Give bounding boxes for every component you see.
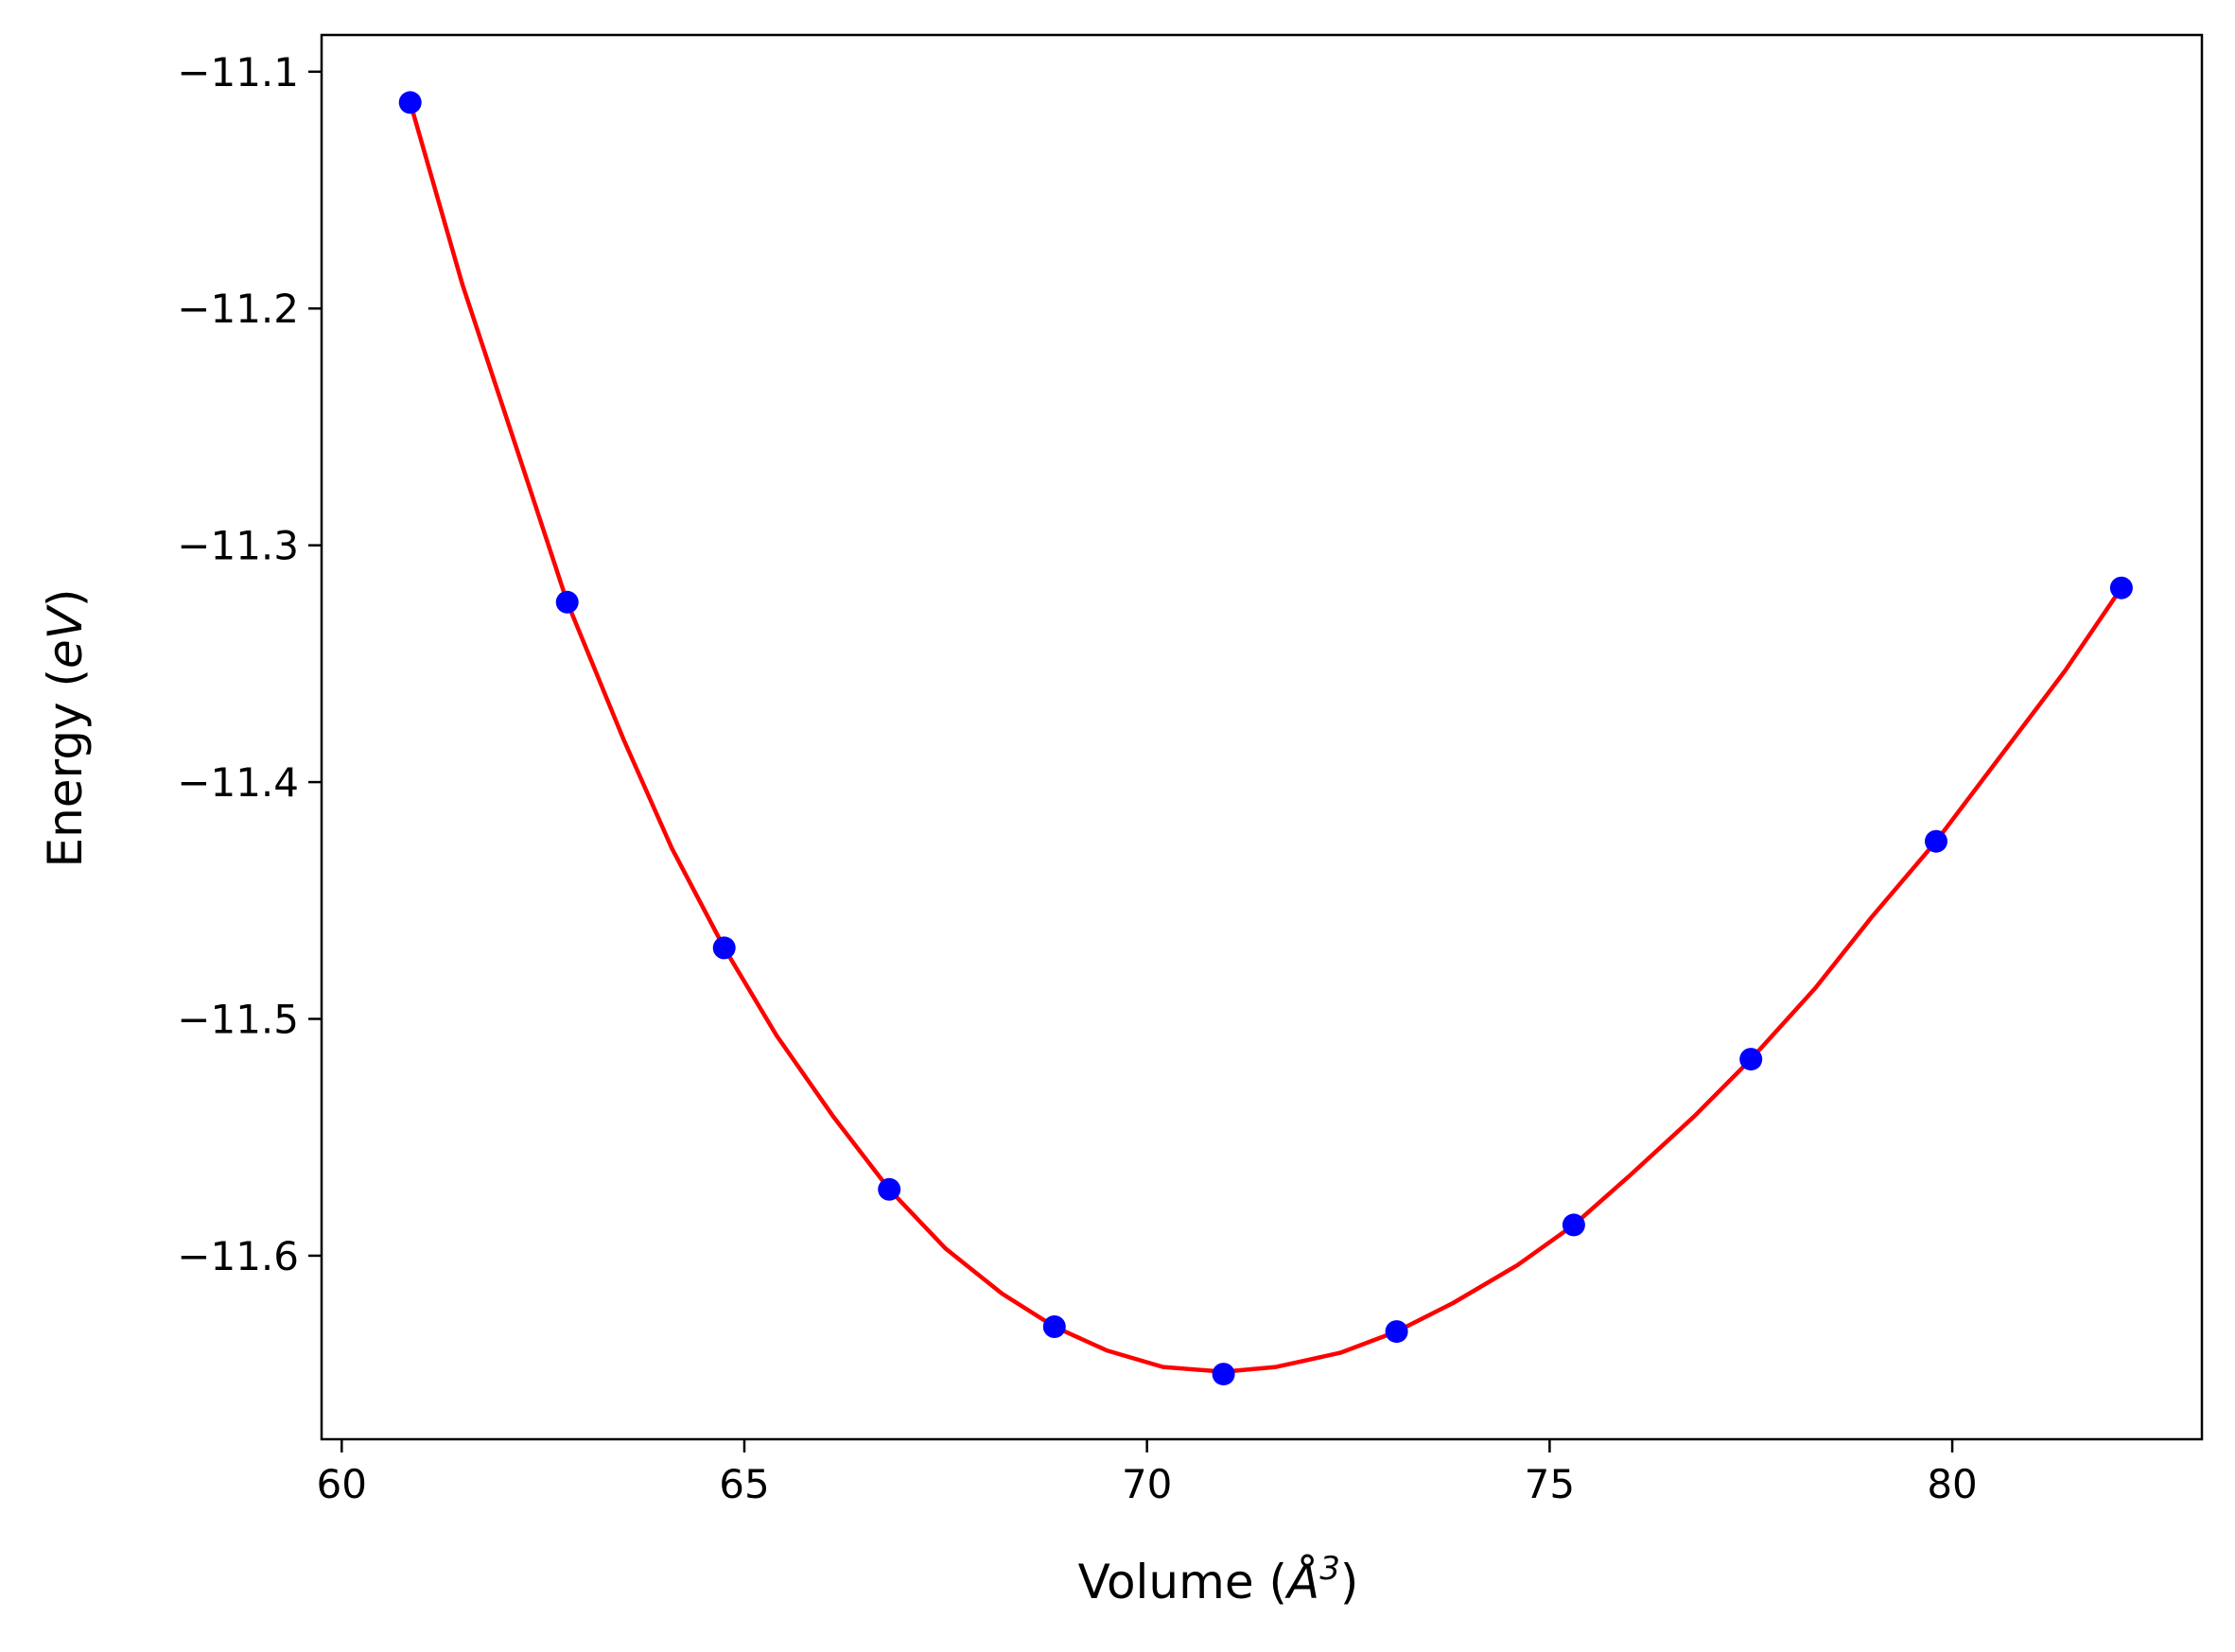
y-tick-label: −11.2	[177, 286, 299, 332]
y-tick-label: −11.4	[177, 759, 299, 806]
data-point	[1925, 829, 1947, 853]
data-point	[1562, 1213, 1585, 1237]
x-axis-title-prefix: Volume (	[1078, 1555, 1287, 1609]
y-axis-title-prefix: Energy (	[38, 669, 93, 867]
x-tick-label: 70	[1122, 1461, 1172, 1507]
data-point	[555, 590, 579, 614]
x-axis: 60 65 70 75 80	[317, 1439, 1978, 1507]
y-tick-label: −11.3	[177, 523, 299, 569]
x-axis-title-unit: Å	[1284, 1555, 1319, 1609]
axes-frame	[320, 33, 2204, 1441]
y-axis: −11.1 −11.2 −11.3 −11.4 −11.5 −11.6	[177, 49, 322, 1279]
y-tick-label: −11.1	[177, 49, 299, 96]
x-axis-title-sup: 3	[1319, 1550, 1340, 1588]
x-tick-label: 80	[1927, 1461, 1977, 1507]
y-axis-title-suffix: )	[38, 589, 93, 608]
data-point	[1739, 1048, 1763, 1071]
data-point	[712, 936, 736, 960]
plot-area	[398, 91, 2133, 1386]
data-point	[2109, 576, 2133, 600]
data-point	[398, 91, 422, 114]
y-tick-label: −11.6	[177, 1233, 299, 1279]
data-point	[878, 1177, 901, 1201]
y-axis-title: Energy (eV)	[38, 589, 93, 868]
data-point	[1385, 1320, 1408, 1344]
y-tick-label: −11.5	[177, 997, 299, 1043]
x-axis-title-suffix: )	[1340, 1555, 1359, 1609]
x-axis-title: Volume (Å3)	[1078, 1550, 1359, 1609]
data-point	[1042, 1315, 1066, 1338]
x-tick-label: 60	[317, 1461, 367, 1507]
y-axis-title-unit: eV	[38, 603, 93, 669]
series-layer	[398, 91, 2133, 1386]
data-point	[1212, 1363, 1235, 1386]
x-tick-label: 65	[719, 1461, 769, 1507]
x-tick-label: 75	[1525, 1461, 1575, 1507]
